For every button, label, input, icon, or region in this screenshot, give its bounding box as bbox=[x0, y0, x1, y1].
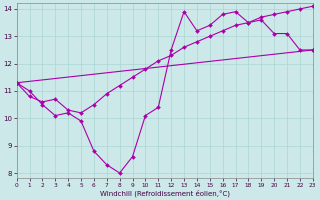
X-axis label: Windchill (Refroidissement éolien,°C): Windchill (Refroidissement éolien,°C) bbox=[100, 189, 230, 197]
